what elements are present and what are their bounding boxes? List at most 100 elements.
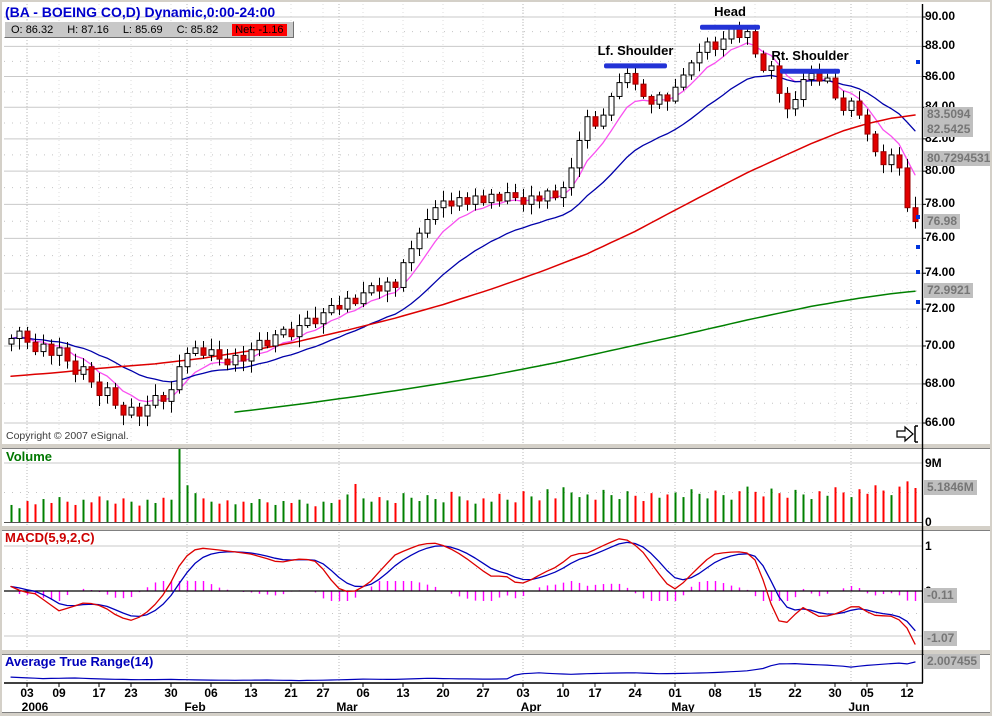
candle-body (248, 349, 255, 362)
volume-bar (546, 489, 549, 522)
candle-body (640, 83, 647, 97)
atr-pane[interactable] (4, 653, 922, 683)
candle-body (208, 349, 215, 356)
volume-bar (826, 495, 829, 522)
candle-body (672, 86, 679, 102)
volume-bar (834, 487, 837, 522)
annotation-label-1[interactable]: Head (714, 4, 746, 20)
price-pane[interactable] (4, 4, 922, 443)
volume-bar (298, 499, 301, 522)
candle-body (880, 151, 887, 166)
volume-bar (306, 503, 309, 522)
volume-bar (162, 497, 165, 522)
candle-body (560, 187, 567, 199)
candle-body (728, 28, 735, 40)
candle-body (480, 195, 487, 204)
volume-bar (738, 491, 741, 522)
candle-body (40, 343, 47, 353)
divider-2[interactable] (2, 525, 992, 531)
candle-body (632, 72, 639, 85)
atr-panel-label: Average True Range(14) (5, 654, 154, 669)
quote-high: H: 87.16 (67, 23, 109, 36)
candle-body (152, 395, 159, 406)
annotation-bar-2[interactable] (780, 68, 840, 74)
volume-bar (210, 501, 213, 522)
drawing-handle-marker[interactable] (916, 215, 920, 219)
candle-body (816, 72, 823, 82)
divider-3[interactable] (2, 649, 992, 655)
candle-body (320, 312, 327, 325)
volume-bar (226, 500, 229, 522)
volume-bar (82, 499, 85, 522)
volume-bar (594, 499, 597, 522)
candle-body (184, 352, 191, 368)
candle-body (88, 366, 95, 383)
macd-pane[interactable] (4, 529, 922, 649)
candle-body (272, 334, 279, 347)
candle-body (616, 82, 623, 97)
candle-body (792, 99, 799, 110)
volume-pane[interactable] (4, 449, 922, 525)
volume-bar (514, 502, 517, 522)
quote-open: O: 86.32 (11, 23, 54, 36)
volume-bar (450, 491, 453, 522)
volume-bar (106, 500, 109, 522)
candle-body (232, 354, 239, 366)
volume-bar (426, 495, 429, 522)
candle-body (416, 232, 423, 250)
volume-bar (362, 498, 365, 522)
candle-body (576, 139, 583, 169)
annotation-label-0[interactable]: Lf. Shoulder (597, 42, 674, 58)
volume-bar (706, 498, 709, 522)
candle-body (408, 248, 415, 264)
volume-bar (490, 501, 493, 522)
drawing-handle-marker[interactable] (916, 270, 920, 274)
candle-body (328, 304, 335, 314)
volume-bar (786, 497, 789, 522)
volume-bar (642, 501, 645, 522)
divider-1[interactable] (2, 443, 992, 449)
volume-bar (562, 487, 565, 522)
volume-bar (178, 449, 181, 522)
candle-body (864, 114, 871, 135)
drawing-handle-marker[interactable] (916, 60, 920, 64)
candle-body (64, 347, 71, 362)
drawing-handle-marker[interactable] (916, 300, 920, 304)
volume-bar (578, 497, 581, 522)
volume-bar (618, 499, 621, 522)
volume-bar (402, 493, 405, 522)
volume-bar (506, 499, 509, 522)
annotation-label-2[interactable]: Rt. Shoulder (771, 48, 849, 64)
atr-line (10, 661, 916, 682)
candle-body (744, 31, 751, 39)
volume-bar (634, 495, 637, 522)
candles (8, 21, 919, 427)
annotation-bar-1[interactable] (700, 24, 760, 30)
candle-body (736, 28, 743, 39)
candle-body (552, 190, 559, 199)
volume-bar (610, 495, 613, 522)
volume-bar (586, 494, 589, 522)
volume-bar (690, 489, 693, 522)
candle-body (688, 62, 695, 76)
volume-bar (242, 501, 245, 522)
annotation-bar-0[interactable] (604, 63, 667, 69)
candle-body (584, 116, 591, 141)
candle-body (488, 193, 495, 204)
candle-body (592, 116, 599, 127)
volume-bar (170, 499, 173, 522)
volume-bar (914, 488, 917, 522)
volume-bar (858, 489, 861, 522)
volume-bar (458, 496, 461, 522)
candle-body (424, 219, 431, 234)
volume-bar (898, 486, 901, 522)
volume-bar (890, 495, 893, 522)
overlay-ma-long (234, 290, 916, 413)
candle-body (368, 285, 375, 294)
drawing-handle-marker[interactable] (916, 245, 920, 249)
volume-bar (650, 493, 653, 522)
volume-bar (122, 498, 125, 522)
candle-body (656, 94, 663, 105)
candle-body (96, 381, 103, 397)
